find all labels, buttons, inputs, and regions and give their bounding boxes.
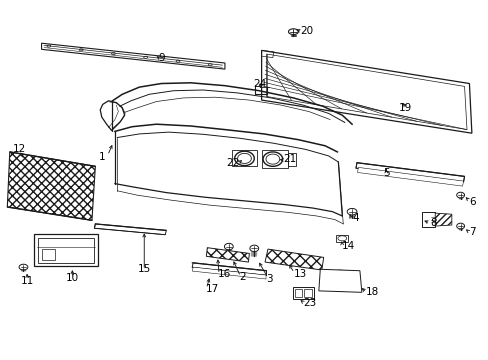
Polygon shape xyxy=(355,163,464,182)
Text: 14: 14 xyxy=(341,240,354,251)
Polygon shape xyxy=(7,152,95,220)
Text: 10: 10 xyxy=(66,273,79,283)
Polygon shape xyxy=(38,238,94,263)
Text: 23: 23 xyxy=(303,298,316,308)
Polygon shape xyxy=(293,287,313,299)
Text: 7: 7 xyxy=(468,227,475,237)
Text: 24: 24 xyxy=(253,78,266,89)
Text: 1: 1 xyxy=(98,152,105,162)
Text: 21: 21 xyxy=(283,154,296,164)
Text: 3: 3 xyxy=(266,274,273,284)
Polygon shape xyxy=(206,248,249,262)
Text: 11: 11 xyxy=(20,276,34,286)
Text: 5: 5 xyxy=(382,168,389,178)
Polygon shape xyxy=(192,263,266,275)
Polygon shape xyxy=(34,234,98,266)
Polygon shape xyxy=(357,167,463,186)
Text: 8: 8 xyxy=(429,218,436,228)
Text: 16: 16 xyxy=(217,269,230,279)
Text: 12: 12 xyxy=(13,144,26,154)
Polygon shape xyxy=(94,224,166,235)
Polygon shape xyxy=(266,54,466,130)
Polygon shape xyxy=(192,267,265,279)
Text: 9: 9 xyxy=(158,53,164,63)
Polygon shape xyxy=(318,269,361,292)
Text: 19: 19 xyxy=(398,103,412,113)
Polygon shape xyxy=(261,50,471,133)
Text: 13: 13 xyxy=(293,269,306,279)
Polygon shape xyxy=(264,249,323,270)
Text: 2: 2 xyxy=(239,272,246,282)
Text: 6: 6 xyxy=(468,197,475,207)
Text: 20: 20 xyxy=(300,26,313,36)
Text: 15: 15 xyxy=(137,264,151,274)
Text: 17: 17 xyxy=(205,284,218,294)
Text: 4: 4 xyxy=(351,213,358,223)
Polygon shape xyxy=(421,212,434,227)
Text: 18: 18 xyxy=(365,287,378,297)
Polygon shape xyxy=(434,213,451,226)
Text: 22: 22 xyxy=(226,158,239,168)
